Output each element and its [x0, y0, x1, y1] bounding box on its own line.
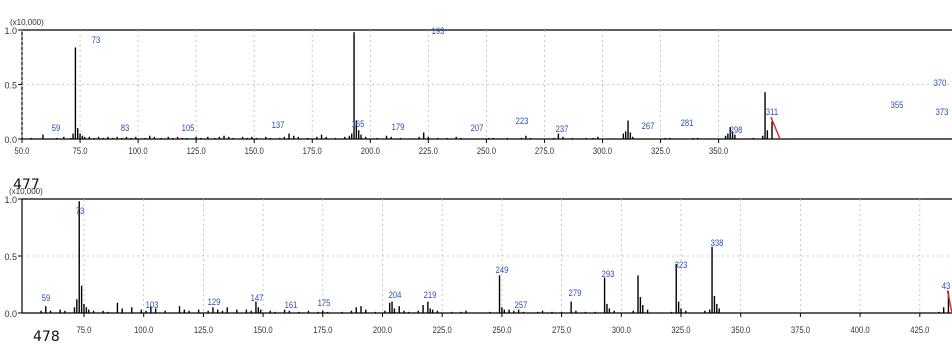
peak-label: 219	[424, 289, 437, 300]
y-scale-label: (x10,000)	[10, 18, 44, 27]
x-tick-label: 225.0	[419, 145, 438, 156]
x-tick-label: 75.0	[73, 145, 88, 156]
x-tick-label: 325.0	[651, 145, 670, 156]
panel-id-label: 478	[33, 329, 60, 345]
peak-label: 43	[942, 280, 951, 291]
peak-label: 373	[936, 106, 949, 117]
peak-label: 59	[52, 122, 61, 133]
x-tick-label: 350.0	[731, 324, 750, 335]
peak-label: 147	[251, 292, 264, 303]
x-tick-label: 325.0	[671, 324, 690, 335]
x-tick-label: 400.0	[851, 324, 870, 335]
peak-label: 73	[76, 205, 85, 216]
y-tick-label: 0.0	[4, 309, 17, 319]
y-tick-label: 1.0	[4, 26, 17, 36]
peak-label: 293	[602, 268, 615, 279]
peak-label: 370	[934, 77, 947, 88]
peak-label: 161	[285, 299, 298, 310]
x-tick-label: 100.0	[129, 145, 148, 156]
x-tick-label: 150.0	[254, 324, 273, 335]
panel-id-label: 477	[13, 177, 40, 193]
peak-label: 137	[272, 119, 285, 130]
x-tick-label: 250.0	[477, 145, 496, 156]
peak-label: 165	[352, 118, 365, 129]
y-tick-label: 0.5	[4, 81, 17, 91]
x-tick-label: 300.0	[593, 145, 612, 156]
red-marker-line	[770, 116, 781, 140]
peak-label: 298	[730, 124, 743, 135]
peak-label: 204	[389, 289, 402, 300]
x-tick-label: 275.0	[535, 145, 554, 156]
x-tick-label: 75.0	[77, 324, 92, 335]
red-marker-line	[946, 290, 952, 314]
peak-label: 129	[208, 296, 221, 307]
peak-label: 103	[146, 299, 159, 310]
y-tick-label: 1.0	[4, 195, 17, 205]
y-tick-label: 0.5	[4, 252, 17, 262]
peak-label: 207	[471, 122, 484, 133]
x-tick-label: 250.0	[492, 324, 511, 335]
peak-label: 223	[516, 115, 529, 126]
peak-label: 193	[432, 25, 445, 36]
y-tick-label: 0.0	[4, 135, 17, 145]
peak-label: 267	[642, 120, 655, 131]
x-tick-label: 275.0	[552, 324, 571, 335]
peak-label: 249	[496, 264, 509, 275]
x-tick-label: 125.0	[194, 324, 213, 335]
x-tick-label: 100.0	[134, 324, 153, 335]
x-tick-label: 225.0	[433, 324, 452, 335]
peak-label: 338	[711, 237, 724, 248]
x-tick-label: 425.0	[910, 324, 929, 335]
x-tick-label: 125.0	[187, 145, 206, 156]
peak-label: 83	[121, 122, 130, 133]
peak-label: 323	[675, 259, 688, 270]
peak-label: 257	[515, 299, 528, 310]
peak-label: 237	[556, 123, 569, 134]
peak-label: 73	[92, 34, 101, 45]
y-scale-label: (x10,000)	[9, 187, 43, 196]
peak-label: 59	[42, 292, 51, 303]
x-tick-label: 175.0	[313, 324, 332, 335]
x-tick-label: 200.0	[361, 145, 380, 156]
peak-label: 105	[182, 122, 195, 133]
peak-label: 311	[766, 106, 779, 117]
x-tick-label: 150.0	[245, 145, 264, 156]
x-tick-label: 50.0	[15, 145, 30, 156]
x-tick-label: 300.0	[612, 324, 631, 335]
x-tick-label: 200.0	[373, 324, 392, 335]
peak-label: 179	[392, 121, 405, 132]
peak-label: 355	[891, 99, 904, 110]
x-tick-label: 375.0	[791, 324, 810, 335]
x-tick-label: 350.0	[709, 145, 728, 156]
peak-label: 279	[569, 287, 582, 298]
x-tick-label: 175.0	[303, 145, 322, 156]
peak-label: 281	[681, 117, 694, 128]
peak-label: 175	[318, 297, 331, 308]
